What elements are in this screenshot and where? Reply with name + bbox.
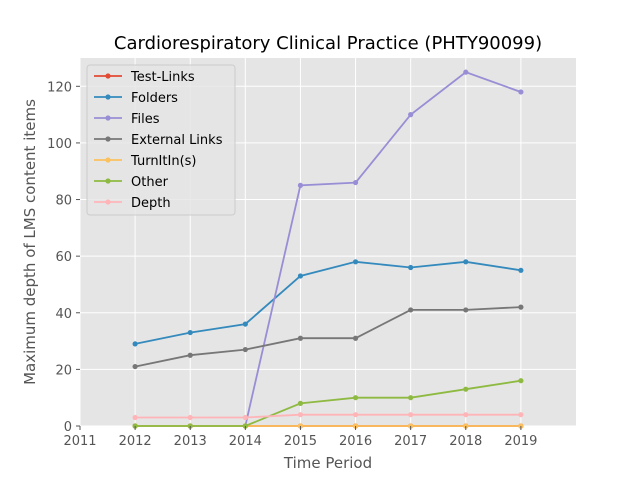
data-point-files <box>297 182 304 188</box>
data-point-other <box>408 395 414 401</box>
legend-marker <box>105 73 111 79</box>
x-tick-label: 2015 <box>284 434 317 449</box>
series-line-other <box>135 379 522 427</box>
legend-marker <box>105 136 111 142</box>
legend-label: External Links <box>131 133 223 148</box>
legend-label: Other <box>131 175 169 190</box>
data-point-external-links <box>518 304 524 310</box>
x-tick-label: 2019 <box>504 434 537 449</box>
y-tick-label: 60 <box>55 250 72 265</box>
chart-title: Cardiorespiratory Clinical Practice (PHT… <box>114 33 542 54</box>
data-point-other <box>297 400 304 406</box>
data-point-files <box>352 179 359 186</box>
data-point-depth <box>242 414 248 421</box>
y-tick-label: 40 <box>55 307 72 322</box>
data-point-depth <box>187 414 193 421</box>
data-point-external-links <box>297 335 304 341</box>
data-point-external-links <box>187 352 193 358</box>
legend-marker <box>105 178 111 184</box>
data-point-files <box>408 112 414 118</box>
series-depth <box>132 412 524 421</box>
y-tick-label: 20 <box>55 363 72 378</box>
x-tick-label: 2013 <box>174 434 207 449</box>
data-point-other <box>518 378 524 384</box>
y-tick-label: 100 <box>47 137 72 152</box>
y-tick-label: 0 <box>64 420 72 435</box>
legend-label: Files <box>131 112 160 127</box>
legend-item-folders: Folders <box>94 91 178 106</box>
legend-item-depth: Depth <box>94 196 171 211</box>
legend-box <box>86 64 236 216</box>
series-layer <box>132 69 524 429</box>
data-point-depth <box>352 412 359 418</box>
legend-item-test-links: Test-Links <box>94 70 195 85</box>
data-point-depth <box>132 414 138 421</box>
data-point-folders <box>518 267 524 273</box>
series-external-links <box>132 304 524 370</box>
data-point-other <box>463 386 469 392</box>
x-tick-label: 2012 <box>119 434 152 449</box>
data-point-depth <box>463 412 469 418</box>
data-point-depth <box>297 412 304 418</box>
data-point-folders <box>242 321 248 327</box>
data-point-external-links <box>463 307 469 313</box>
x-tick-label: 2018 <box>449 434 482 449</box>
legend-label: Folders <box>131 91 178 106</box>
data-point-files <box>518 89 524 95</box>
data-point-files <box>463 69 469 75</box>
data-point-folders <box>352 259 359 265</box>
y-axis-label: Maximum depth of LMS content items <box>21 99 39 385</box>
legend-marker <box>105 94 111 100</box>
y-tick-label: 80 <box>55 194 72 209</box>
data-point-external-links <box>352 335 359 341</box>
legend-marker <box>105 115 111 121</box>
x-axis: 2011 2012 2013 2014 2015 2016 2017 2018 2019 <box>63 426 537 449</box>
data-point-folders <box>132 341 138 347</box>
legend-label: Test-Links <box>130 70 195 85</box>
legend-marker <box>105 199 111 205</box>
data-point-other <box>352 395 359 401</box>
data-point-external-links <box>408 307 414 313</box>
data-point-external-links <box>132 363 138 370</box>
x-tick-label: 2017 <box>394 434 427 449</box>
data-point-external-links <box>242 346 248 353</box>
x-tick-label: 2014 <box>229 434 262 449</box>
series-line-depth <box>135 413 521 419</box>
x-tick-label: 2011 <box>63 434 96 449</box>
data-point-depth <box>518 412 524 418</box>
data-point-depth <box>408 412 414 418</box>
y-axis: 0 20 40 60 80 100 120 <box>47 80 80 435</box>
y-tick-label: 120 <box>47 80 72 95</box>
data-point-folders <box>297 273 304 279</box>
series-folders <box>132 259 524 347</box>
legend-marker <box>105 157 111 163</box>
legend-item-external-links: External Links <box>94 133 223 148</box>
legend-item-turnitin-s: TurnItIn(s) <box>94 154 196 169</box>
x-tick-label: 2016 <box>339 434 372 449</box>
series-line-external-links <box>134 306 521 368</box>
legend-label: Depth <box>131 196 171 211</box>
legend-item-other: Other <box>94 175 169 190</box>
legend-item-files: Files <box>94 112 160 127</box>
data-point-folders <box>408 264 414 271</box>
x-axis-label: Time Period <box>283 454 372 472</box>
data-point-folders <box>463 259 469 265</box>
legend-label: TurnItIn(s) <box>130 154 196 169</box>
data-point-folders <box>187 329 193 336</box>
legend: Test-Links Folders Files External Links Turn… <box>86 64 236 216</box>
series-line-folders <box>134 260 522 345</box>
